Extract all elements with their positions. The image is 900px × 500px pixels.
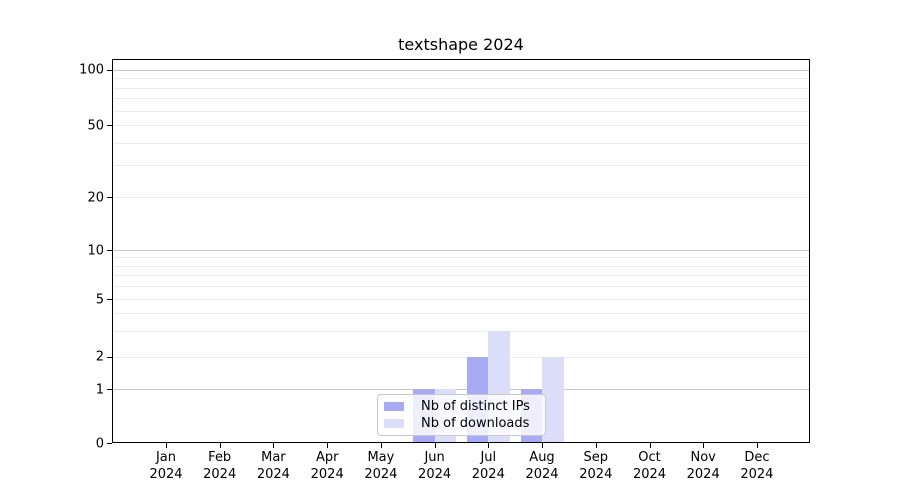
y-gridline-minor [112,313,810,315]
x-tick-mark [649,443,651,448]
legend-item-downloads: Nb of downloads [384,415,539,432]
x-tick-label: Aug 2024 [510,449,574,483]
x-tick-label-year: 2024 [418,467,452,482]
x-tick-label-year: 2024 [364,467,398,482]
y-gridline [112,197,810,198]
x-tick-label: May 2024 [349,449,413,483]
bar-downloads [542,357,564,443]
x-tick-label: Mar 2024 [241,449,305,483]
y-gridline-minor [112,165,810,167]
x-tick-label-year: 2024 [632,467,667,482]
y-tick-label: 20 [87,190,104,205]
x-tick-label-year: 2024 [471,467,505,482]
x-tick-label-year: 2024 [203,467,237,482]
x-tick-label: Feb 2024 [188,449,252,483]
x-tick-label-year: 2024 [579,467,613,482]
y-tick-mark [107,357,112,358]
x-tick-mark [327,443,329,448]
y-gridline-minor [112,142,810,144]
y-tick-mark [107,70,112,71]
y-tick-label: 10 [87,243,104,258]
x-tick-mark [166,443,167,448]
y-tick-mark [107,250,112,251]
x-tick-label-year: 2024 [740,467,774,482]
x-tick-label-year: 2024 [256,467,290,482]
x-tick-mark [756,443,758,448]
legend: Nb of distinct IPs Nb of downloads [377,394,546,436]
y-tick-mark [107,197,112,198]
y-gridline-minor [112,257,810,259]
y-gridline [112,250,810,251]
y-tick-label: 2 [95,349,104,365]
x-tick-mark [595,443,597,448]
y-gridline [112,125,810,126]
x-tick-mark [542,443,543,448]
plot-area [112,59,810,443]
y-gridline-minor [112,275,810,277]
x-tick-mark [380,443,382,448]
y-gridline [112,299,810,300]
y-gridline-minor [112,331,810,333]
x-tick-mark [273,443,275,448]
chart-title: textshape 2024 [398,35,524,54]
legend-item-distinct-ips: Nb of distinct IPs [384,398,539,415]
x-tick-label-year: 2024 [686,467,720,482]
x-tick-label: Jan 2024 [134,449,198,483]
y-tick-mark [107,443,112,444]
x-tick-label: Apr 2024 [295,449,359,483]
y-gridline-minor [112,87,810,89]
x-tick-label-year: 2024 [310,467,344,482]
y-gridline [112,357,810,358]
x-tick-label: Jun 2024 [403,449,467,483]
y-tick-label: 100 [79,62,104,78]
x-tick-label: Jul 2024 [456,449,520,483]
x-tick-mark [219,443,221,448]
y-tick-mark [107,125,112,126]
y-tick-label: 0 [95,436,104,451]
y-gridline-minor [112,98,810,100]
y-tick-mark [107,299,112,300]
y-gridline [112,389,810,390]
y-gridline-minor [112,110,810,112]
y-gridline [112,70,810,71]
legend-swatch-distinct-ips [384,402,404,411]
x-tick-label-year: 2024 [525,467,559,482]
x-tick-label: Sep 2024 [564,449,628,483]
y-gridline-minor [112,78,810,80]
y-tick-label: 1 [95,382,104,397]
y-tick-mark [107,389,112,390]
x-tick-label: Nov 2024 [671,449,735,483]
x-tick-mark [488,443,490,448]
x-tick-mark [703,443,705,448]
legend-label-distinct-ips: Nb of distinct IPs [421,399,530,414]
y-gridline-minor [112,265,810,267]
y-tick-label: 5 [95,292,104,307]
y-gridline-minor [112,286,810,288]
x-tick-mark [434,443,436,448]
x-tick-label: Dec 2024 [725,449,789,483]
legend-swatch-downloads [384,419,404,428]
x-tick-label-year: 2024 [149,467,183,482]
x-tick-label: Oct 2024 [618,449,682,483]
y-tick-label: 50 [87,118,104,133]
legend-label-downloads: Nb of downloads [421,416,530,431]
